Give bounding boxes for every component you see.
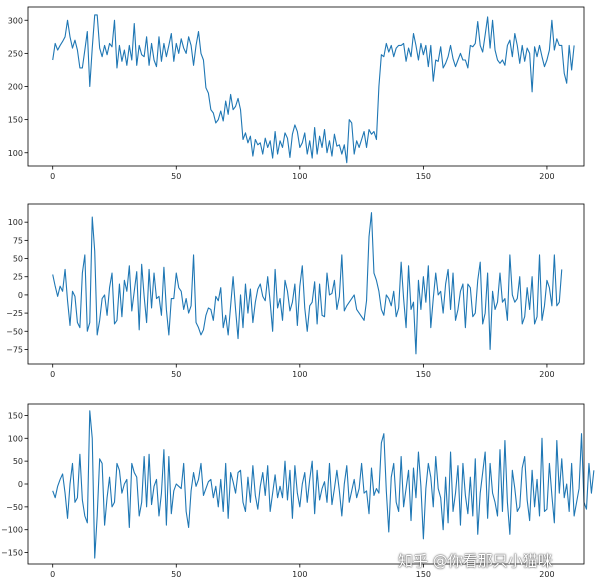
x-tick-label: 200 (539, 370, 554, 379)
y-tick-label: 50 (13, 457, 23, 466)
x-tick-label: 50 (171, 570, 181, 579)
y-tick-label: −75 (6, 345, 23, 354)
watermark: 知乎 @你看那只小猫咪 (398, 552, 553, 570)
x-tick-label: 0 (50, 172, 55, 181)
x-tick-label: 150 (416, 570, 431, 579)
y-tick-label: −150 (1, 549, 23, 558)
y-tick-label: 150 (8, 411, 23, 420)
y-tick-label: 100 (8, 434, 23, 443)
y-tick-label: 50 (13, 255, 23, 264)
y-tick-label: −50 (6, 327, 23, 336)
y-tick-label: −50 (6, 503, 23, 512)
y-tick-label: −100 (1, 526, 23, 535)
y-tick-label: 300 (8, 16, 23, 25)
axes-frame-2 (27, 203, 585, 365)
series-line-1-1 (52, 14, 575, 164)
series-line-2-1 (52, 212, 563, 355)
x-tick-label: 150 (416, 370, 431, 379)
x-tick-label: 200 (539, 570, 554, 579)
y-tick-label: 0 (18, 291, 23, 300)
x-tick-label: 0 (50, 570, 55, 579)
x-tick-label: 100 (292, 370, 307, 379)
subplot-3: 0 50 100 150 200 −150 −100 −50 0 50 100 150 (1, 403, 595, 579)
y-tick-label: 150 (8, 116, 23, 125)
x-tick-label: 0 (50, 370, 55, 379)
y-tick-label: 0 (18, 480, 23, 489)
y-tick-label: 25 (13, 273, 23, 282)
x-tick-label: 100 (292, 570, 307, 579)
y-tick-label: 250 (8, 49, 23, 58)
y-tick-label: 75 (13, 236, 23, 245)
y-tick-label: −25 (6, 309, 23, 318)
x-tick-label: 200 (539, 172, 554, 181)
subplot-1: 0 50 100 150 200 100 150 200 250 300 (8, 6, 585, 181)
y-tick-label: 200 (8, 83, 23, 92)
x-tick-label: 100 (292, 172, 307, 181)
x-tick-label: 50 (171, 172, 181, 181)
x-tick-label: 150 (416, 172, 431, 181)
y-tick-label: 100 (8, 218, 23, 227)
subplot-2: 0 50 100 150 200 −75 −50 −25 0 25 50 75 100 (6, 203, 585, 379)
series-line-3-1 (52, 410, 595, 559)
x-tick-label: 50 (171, 370, 181, 379)
y-tick-label: 100 (8, 149, 23, 158)
